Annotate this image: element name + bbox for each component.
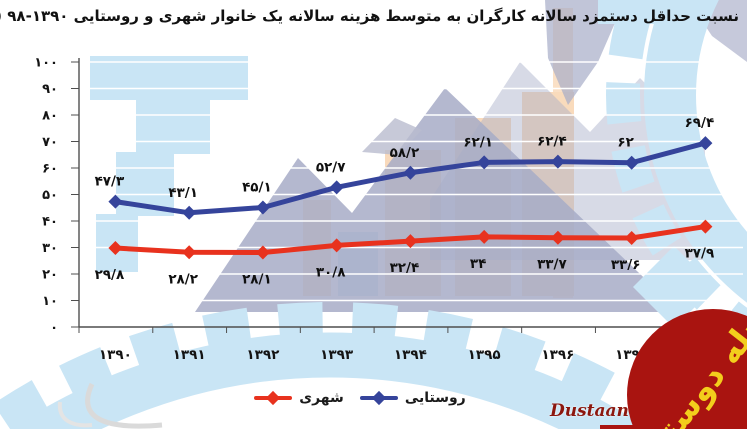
svg-text:۶۲: ۶۲: [617, 135, 634, 151]
svg-text:۱۳۹۵: ۱۳۹۵: [468, 347, 501, 363]
svg-text:۹۰: ۹۰: [42, 82, 58, 97]
svg-text:۵۰: ۵۰: [42, 188, 58, 203]
svg-text:۴۰: ۴۰: [42, 215, 58, 230]
svg-text:۶۲/۱: ۶۲/۱: [463, 134, 493, 150]
svg-text:۲۸/۲: ۲۸/۲: [168, 271, 198, 287]
svg-text:۸۰: ۸۰: [42, 109, 58, 124]
legend-label-urban: شهری: [299, 390, 344, 406]
svg-text:۱۳۹۳: ۱۳۹۳: [320, 347, 354, 363]
svg-text:۱۰: ۱۰: [42, 294, 58, 309]
svg-text:۳۳/۷: ۳۳/۷: [537, 257, 567, 273]
legend-item-rural: روستایی: [359, 390, 466, 406]
svg-text:۳۷/۹: ۳۷/۹: [685, 246, 715, 262]
svg-text:۳۴: ۳۴: [470, 256, 486, 272]
svg-text:۴۷/۳: ۴۷/۳: [95, 174, 125, 190]
series-urban: [108, 219, 713, 260]
chart-legend: شهری روستایی: [240, 390, 480, 406]
svg-text:۵۲/۷: ۵۲/۷: [316, 159, 346, 175]
point-labels-rural: ۴۷/۳ ۴۳/۱ ۴۵/۱ ۵۲/۷ ۵۸/۲ ۶۲/۱ ۶۲/۴ ۶۲ ۶۹/۴: [95, 115, 715, 201]
watermark-gear-bottom: [0, 302, 702, 429]
svg-text:۱۳۹۱: ۱۳۹۱: [173, 347, 206, 363]
svg-text:۰: ۰: [50, 321, 58, 336]
svg-text:۱۳۹۲: ۱۳۹۲: [246, 347, 280, 363]
legend-marker-urban-icon: [254, 396, 293, 400]
watermark-swoosh: [57, 382, 163, 429]
svg-text:۵۸/۲: ۵۸/۲: [390, 145, 420, 161]
svg-text:۱۳۹۰: ۱۳۹۰: [99, 347, 132, 363]
svg-text:۳۰/۸: ۳۰/۸: [316, 264, 346, 280]
svg-text:۲۸/۱: ۲۸/۱: [242, 272, 272, 288]
series-rural: [108, 136, 713, 220]
svg-text:۱۳۹۶: ۱۳۹۶: [541, 347, 574, 363]
svg-text:۲۰: ۲۰: [42, 268, 58, 283]
svg-text:۳۰: ۳۰: [42, 241, 58, 256]
svg-text:۷۰: ۷۰: [42, 135, 58, 150]
svg-text:۱۳۹۴: ۱۳۹۴: [394, 347, 427, 363]
legend-item-urban: شهری: [254, 390, 344, 406]
axes: [78, 58, 743, 328]
chart-title: نسبت حداقل دستمزد سالانه کارگران به متوس…: [0, 7, 739, 25]
svg-text:۱۰۰: ۱۰۰: [34, 56, 58, 71]
svg-text:۶۰: ۶۰: [42, 162, 58, 177]
svg-text:۶۲/۴: ۶۲/۴: [537, 134, 567, 150]
svg-text:۳۳/۶: ۳۳/۶: [611, 257, 641, 273]
svg-text:۴۵/۱: ۴۵/۱: [242, 179, 272, 195]
svg-text:۲۹/۸: ۲۹/۸: [95, 267, 125, 283]
watermark-gear-right: [598, 0, 747, 349]
svg-text:۴۳/۱: ۴۳/۱: [168, 185, 198, 201]
point-labels-urban: ۲۹/۸ ۲۸/۲ ۲۸/۱ ۳۰/۸ ۳۲/۴ ۳۴ ۳۳/۷ ۳۳/۶ ۳۷/۹: [95, 246, 715, 288]
y-axis-ticks: ۰ ۱۰ ۲۰ ۳۰ ۴۰ ۵۰ ۶۰ ۷۰ ۸۰ ۹۰ ۱۰۰: [34, 56, 79, 336]
legend-label-rural: روستایی: [404, 390, 466, 406]
svg-text:۶۹/۴: ۶۹/۴: [685, 115, 715, 131]
svg-text:۳۲/۴: ۳۲/۴: [390, 260, 420, 276]
legend-marker-rural-icon: [359, 396, 398, 400]
